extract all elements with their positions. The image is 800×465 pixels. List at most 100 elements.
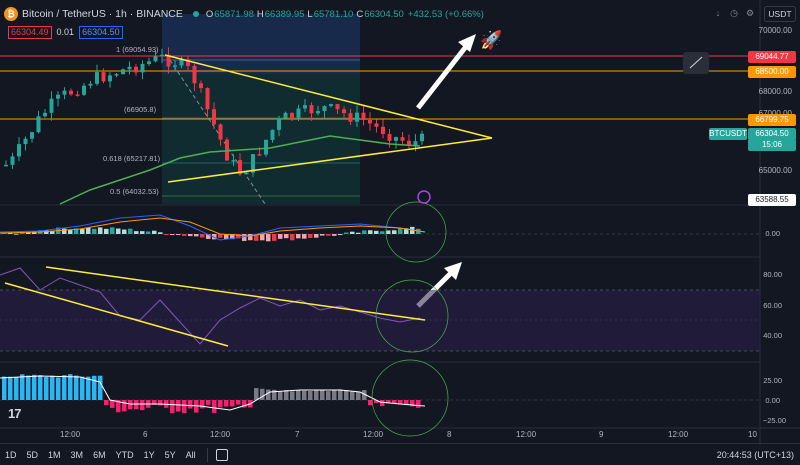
macd-bar <box>164 234 169 235</box>
momentum-bar <box>32 374 37 400</box>
price-tag-resistance-high: 69044.77 <box>748 51 796 63</box>
macd-bar <box>344 232 349 234</box>
timeframe-5y[interactable]: 5Y <box>164 449 176 460</box>
fib-range-top-shade <box>162 14 360 74</box>
fib-trend-dashed <box>169 59 266 205</box>
symbol-title[interactable]: Bitcoin / TetherUS · 1h · BINANCE <box>22 8 183 20</box>
macd-bar <box>128 228 133 234</box>
momentum-bar <box>170 400 175 414</box>
momentum-bar <box>206 400 211 405</box>
macd-bar <box>152 230 157 234</box>
momentum-bar <box>194 400 199 413</box>
low-value: 65781.10 <box>313 8 354 20</box>
time-tick: 10 <box>748 430 757 439</box>
momentum-bar <box>2 376 7 400</box>
momentum-bar <box>8 376 13 400</box>
macd-bar <box>308 234 313 238</box>
timeframe-1y[interactable]: 1Y <box>143 449 155 460</box>
sell-button[interactable]: 66304.49 <box>8 26 52 39</box>
candle-body <box>290 112 294 118</box>
macd-bar <box>140 231 145 234</box>
timeframe-1m[interactable]: 1M <box>48 449 61 460</box>
momentum-bar <box>410 400 415 407</box>
candle-body <box>335 104 340 110</box>
candle-body <box>114 74 119 76</box>
candle-body <box>147 61 151 64</box>
macd-bar <box>134 231 139 234</box>
time-tick: 12:00 <box>668 430 689 439</box>
buy-button[interactable]: 66304.50 <box>79 26 123 39</box>
macd-bar <box>26 232 31 234</box>
macd-bar <box>158 232 163 234</box>
settings-icon[interactable]: ⚙ <box>745 8 755 18</box>
timeframe-5d[interactable]: 5D <box>26 449 39 460</box>
momentum-bar <box>338 389 343 400</box>
timeframe-3m[interactable]: 3M <box>70 449 84 460</box>
macd-bar <box>350 231 355 234</box>
macd-bar <box>62 228 67 234</box>
open-label: O <box>205 8 214 20</box>
time-tick: 6 <box>143 430 148 439</box>
candle-body <box>244 172 249 175</box>
macd-bar <box>338 233 343 235</box>
close-label: C <box>356 8 364 20</box>
clock-display[interactable]: 20:44:53 (UTC+13) <box>716 449 794 460</box>
momentum-bar <box>14 377 19 400</box>
candle-body <box>166 54 171 67</box>
rsi-tick: 40.00 <box>763 331 782 340</box>
timeframe-6m[interactable]: 6M <box>93 449 106 460</box>
calendar-icon[interactable] <box>215 448 228 461</box>
momentum-bar <box>296 390 301 400</box>
macd-zero-label: 0.00 <box>765 229 780 238</box>
time-axis: 12:00 6 12:00 7 12:00 8 12:00 9 12:00 10 <box>0 428 760 442</box>
candle-body <box>23 138 28 145</box>
macd-bar <box>68 229 73 234</box>
candle-body <box>355 112 359 122</box>
timeframe-ytd[interactable]: YTD <box>115 449 134 460</box>
macd-bar <box>242 234 247 241</box>
rsi-trend-lower <box>4 282 229 347</box>
candle-body <box>82 85 86 95</box>
candle-body <box>173 65 177 67</box>
high-label: H <box>256 8 264 20</box>
candle-body <box>101 72 106 82</box>
candle-body <box>348 113 353 122</box>
macd-bar <box>212 234 217 240</box>
macd-bar <box>194 234 199 237</box>
candle-body <box>205 88 210 110</box>
candle-body <box>368 119 372 124</box>
macd-bar <box>218 234 223 238</box>
rsi-band <box>0 290 760 351</box>
close-value: 66304.50 <box>364 8 404 20</box>
timeframe-all[interactable]: All <box>185 449 196 460</box>
low-label: L <box>307 8 313 20</box>
momentum-bar <box>50 375 55 400</box>
macd-bar <box>14 233 19 235</box>
candle-body <box>17 144 21 157</box>
currency-select[interactable]: USDT <box>764 6 796 22</box>
clock-icon[interactable]: ◷ <box>730 8 738 18</box>
macd-bar <box>392 230 397 234</box>
chart-canvas[interactable]: 🚀 <box>0 0 800 445</box>
trade-buttons: 66304.49 0.01 66304.50 <box>8 26 123 39</box>
macd-bar <box>44 230 49 234</box>
candle-body <box>309 105 314 114</box>
arrow-down-icon[interactable]: ↓ <box>715 8 721 18</box>
open-value: 65871.98 <box>214 8 254 20</box>
macd-bar <box>332 234 337 236</box>
timeframe-1d[interactable]: 1D <box>5 449 17 460</box>
momentum-bar <box>98 375 103 400</box>
momentum-bar <box>212 400 217 413</box>
candle-body <box>322 106 327 112</box>
momentum-bar <box>362 390 367 400</box>
momentum-bar <box>344 390 349 400</box>
momentum-bar <box>116 400 121 413</box>
candle-body <box>270 129 275 140</box>
candle-body <box>30 132 34 139</box>
candle-body <box>316 111 320 114</box>
momentum-bar <box>272 389 277 400</box>
candle-body <box>413 141 418 146</box>
candle-body <box>192 66 197 84</box>
momentum-bar <box>284 390 289 400</box>
macd-bar <box>122 229 127 234</box>
